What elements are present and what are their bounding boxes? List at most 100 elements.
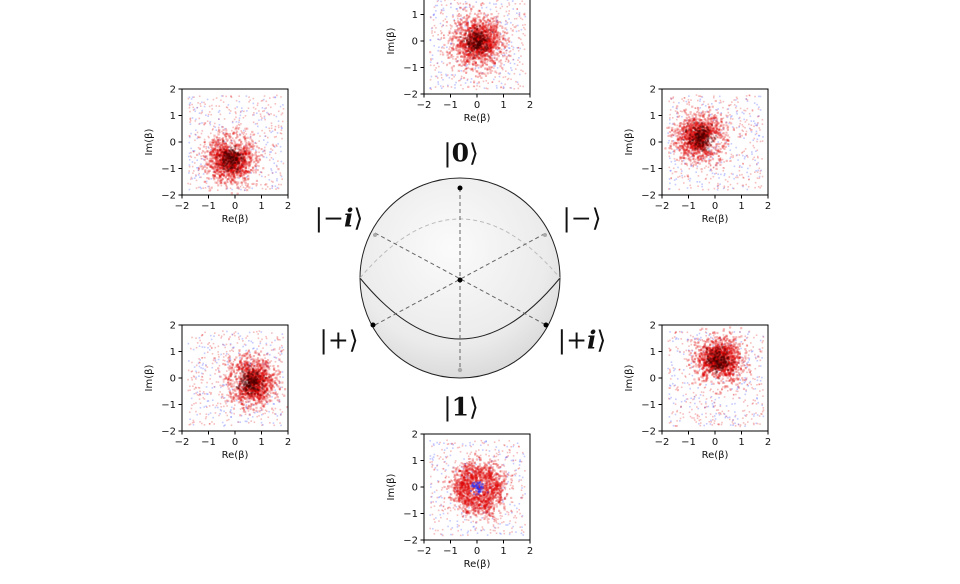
y-tick-label: −2 [403,90,418,101]
y-tick-label: 0 [170,374,176,385]
y-tick-label: −1 [161,164,176,175]
x-tick-label: 2 [285,201,291,212]
x-tick-label: −1 [201,437,216,448]
y-tick-label: 2 [650,321,656,332]
x-tick-label: 2 [527,100,533,111]
y-tick-label: −1 [161,400,176,411]
y-tick-label: 1 [650,347,656,358]
density-plus [187,330,295,426]
y-axis-title: Im(β) [144,128,155,155]
y-tick-label: 2 [170,321,176,332]
x-tick-label: 2 [527,546,533,557]
y-axis-title: Im(β) [144,364,155,391]
ket-one: |1⟩ [443,393,479,422]
x-tick-label: 0 [474,100,480,111]
x-tick-label: 2 [285,437,291,448]
x-tick-label: 1 [500,546,506,557]
x-tick-label: 1 [258,201,264,212]
y-tick-label: 0 [650,138,656,149]
y-tick-label: −1 [403,509,418,520]
ket-plus: |+⟩ [319,326,358,355]
y-tick-label: 1 [412,456,418,467]
x-tick-label: 0 [474,546,480,557]
x-tick-label: 1 [738,437,744,448]
point-zero [458,186,463,191]
ket-plus-i: |+i⟩ [558,326,607,355]
y-tick-label: 0 [412,37,418,48]
y-tick-label: 1 [650,111,656,122]
point-minus-i [373,233,377,237]
x-tick-label: −1 [443,546,458,557]
y-tick-label: −2 [161,427,176,438]
density-zero [429,0,526,90]
x-axis-title: Re(β) [222,450,249,461]
bloch-sphere-figure: |0⟩ |1⟩ |−i⟩ |−⟩ |+⟩ |+i⟩ −2−2−1−1001122… [0,0,960,530]
ket-minus: |−⟩ [562,204,601,233]
x-axis-title: Re(β) [702,450,729,461]
x-tick-label: −1 [681,437,696,448]
y-tick-label: 1 [412,10,418,21]
x-tick-label: 0 [232,201,238,212]
x-tick-label: −2 [175,437,190,448]
x-tick-label: 0 [232,437,238,448]
y-tick-label: −1 [403,63,418,74]
x-tick-label: 2 [765,437,771,448]
x-tick-label: −2 [655,437,670,448]
x-tick-label: −2 [655,201,670,212]
point-one [458,368,462,372]
x-tick-label: 0 [712,201,718,212]
x-tick-label: 1 [500,100,506,111]
y-tick-label: 2 [650,85,656,96]
x-tick-label: −2 [175,201,190,212]
y-tick-label: 1 [170,111,176,122]
x-axis-title: Re(β) [222,214,249,225]
point-plus [371,323,376,328]
x-tick-label: −1 [443,100,458,111]
point-plus-i [544,323,549,328]
density-plus_i [667,320,764,428]
x-axis-title: Re(β) [464,113,491,124]
density-minus_i [187,95,284,195]
y-tick-label: 0 [170,138,176,149]
ket-minus-i: |−i⟩ [315,204,364,233]
y-tick-label: 2 [412,430,418,441]
x-tick-label: 0 [712,437,718,448]
ket-zero: |0⟩ [443,139,479,168]
y-tick-label: 1 [170,347,176,358]
y-tick-label: 0 [412,483,418,494]
x-axis-title: Re(β) [464,559,491,570]
x-tick-label: 2 [765,201,771,212]
y-tick-label: 2 [170,85,176,96]
x-tick-label: −2 [417,546,432,557]
y-tick-label: −1 [641,400,656,411]
y-axis-title: Im(β) [624,364,635,391]
x-axis-title: Re(β) [702,214,729,225]
y-tick-label: −2 [641,191,656,202]
density-minus [664,94,763,190]
y-tick-label: 0 [650,374,656,385]
y-axis-title: Im(β) [386,27,397,54]
x-tick-label: 1 [738,201,744,212]
x-tick-label: −1 [681,201,696,212]
y-tick-label: −1 [641,164,656,175]
point-minus [543,233,547,237]
x-tick-label: 1 [258,437,264,448]
y-tick-label: −2 [161,191,176,202]
y-axis-title: Im(β) [624,128,635,155]
y-tick-label: −2 [641,427,656,438]
density-one [429,439,526,536]
origin-point [458,278,463,283]
x-tick-label: −1 [201,201,216,212]
x-tick-label: −2 [417,100,432,111]
